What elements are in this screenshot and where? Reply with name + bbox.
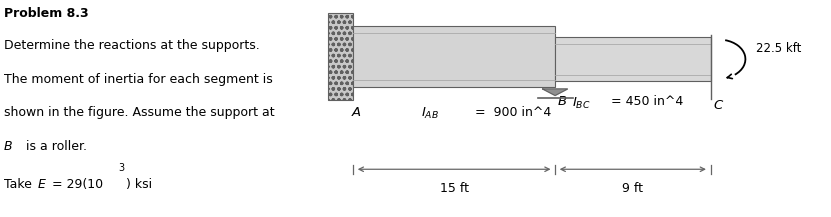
Text: ) ksi: ) ksi — [126, 178, 152, 191]
Bar — [353, 26, 555, 87]
Text: 9 ft: 9 ft — [622, 182, 643, 195]
Text: Determine the reactions at the supports.: Determine the reactions at the supports. — [4, 39, 260, 52]
Text: B: B — [558, 95, 567, 108]
Text: shown in the figure. Assume the support at: shown in the figure. Assume the support … — [4, 106, 275, 119]
Text: The moment of inertia for each segment is: The moment of inertia for each segment i… — [4, 73, 273, 86]
Text: C: C — [713, 99, 722, 112]
Text: Take: Take — [4, 178, 36, 191]
Text: 22.5 kft: 22.5 kft — [756, 42, 802, 55]
Text: B: B — [4, 140, 12, 153]
Text: =  900 in^4: = 900 in^4 — [470, 106, 551, 119]
Text: $I_{BC}$: $I_{BC}$ — [572, 95, 590, 111]
Text: 3: 3 — [118, 163, 124, 173]
Text: E: E — [37, 178, 45, 191]
Text: = 450 in^4: = 450 in^4 — [607, 95, 683, 108]
FancyBboxPatch shape — [328, 13, 353, 100]
Polygon shape — [543, 89, 568, 95]
Text: Problem 8.3: Problem 8.3 — [4, 7, 89, 20]
Text: 15 ft: 15 ft — [440, 182, 469, 195]
Text: = 29(10: = 29(10 — [48, 178, 103, 191]
Text: $I_{AB}$: $I_{AB}$ — [420, 106, 439, 122]
Text: A: A — [352, 106, 361, 119]
Bar — [555, 37, 711, 81]
Text: is a roller.: is a roller. — [22, 140, 87, 153]
